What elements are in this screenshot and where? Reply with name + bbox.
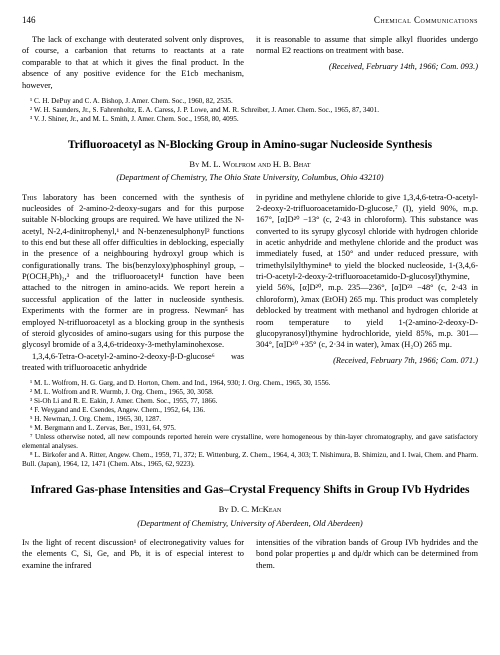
page-number: 146 — [22, 14, 36, 26]
reference-item: ² W. H. Saunders, Jr., S. Fahrenholtz, E… — [22, 106, 478, 115]
reference-item: ⁶ M. Bergmann and L. Zervas, Ber., 1931,… — [22, 424, 478, 433]
reference-item: ⁸ L. Birkofer and A. Ritter, Angew. Chem… — [22, 451, 478, 469]
article1-title: Trifluoroacetyl as N-Blocking Group in A… — [22, 138, 478, 153]
article1-authors: By M. L. Wolfrom and H. B. Bhat — [22, 159, 478, 170]
page-header: 146 Chemical Communications — [22, 14, 478, 26]
article2-body: In the light of recent discussion¹ of el… — [22, 537, 478, 571]
article2-col2-text: intensities of the vibration bands of Gr… — [256, 537, 478, 571]
journal-name: Chemical Communications — [374, 14, 478, 26]
article2-affiliation: (Department of Chemistry, University of … — [22, 518, 478, 529]
top-received-line: (Received, February 14th, 1966; Com. 093… — [256, 61, 478, 72]
article2-authors: By D. C. McKean — [22, 504, 478, 515]
article2-para1: In the light of recent discussion¹ of el… — [22, 537, 244, 571]
article1-references: ¹ M. L. Wolfrom, H. G. Garg, and D. Hort… — [22, 379, 478, 469]
reference-item: ¹ M. L. Wolfrom, H. G. Garg, and D. Hort… — [22, 379, 478, 388]
top-fragment-para2: it is reasonable to assume that simple a… — [256, 34, 478, 57]
article1-para2: 1,3,4,6-Tetra-O-acetyl-2-amino-2-deoxy-β… — [22, 351, 244, 374]
reference-item: ² M. L. Wolfrom and R. Wurmb, J. Org. Ch… — [22, 388, 478, 397]
top-references: ¹ C. H. DePuy and C. A. Bishop, J. Amer.… — [22, 97, 478, 124]
reference-item: ³ Si-Oh Li and R. E. Eakin, J. Amer. Che… — [22, 397, 478, 406]
article1-received: (Received, February 7th, 1966; Com. 071.… — [256, 355, 478, 366]
top-fragment-para1: The lack of exchange with deuterated sol… — [22, 34, 244, 91]
reference-item: ¹ C. H. DePuy and C. A. Bishop, J. Amer.… — [22, 97, 478, 106]
top-fragment: The lack of exchange with deuterated sol… — [22, 34, 478, 91]
article1-para1: This laboratory has been concerned with … — [22, 192, 244, 351]
article1-affiliation: (Department of Chemistry, The Ohio State… — [22, 172, 478, 183]
article1-col1-text: laboratory has been concerned with the s… — [22, 193, 244, 349]
article1-col2-text: in pyridine and methylene chloride to gi… — [256, 192, 478, 351]
article2-col1-text: the light of recent discussion¹ of elect… — [22, 538, 244, 570]
reference-item: ³ V. J. Shiner, Jr., and M. L. Smith, J.… — [22, 115, 478, 124]
reference-item: ⁵ H. Newman, J. Org. Chem., 1965, 30, 12… — [22, 415, 478, 424]
reference-item: ⁴ F. Weygand and E. Csendes, Angew. Chem… — [22, 406, 478, 415]
article1-body: This laboratory has been concerned with … — [22, 192, 478, 374]
article2-title: Infrared Gas-phase Intensities and Gas–C… — [22, 483, 478, 498]
reference-item: ⁷ Unless otherwise noted, all new compou… — [22, 433, 478, 451]
journal-page: 146 Chemical Communications The lack of … — [0, 0, 500, 585]
